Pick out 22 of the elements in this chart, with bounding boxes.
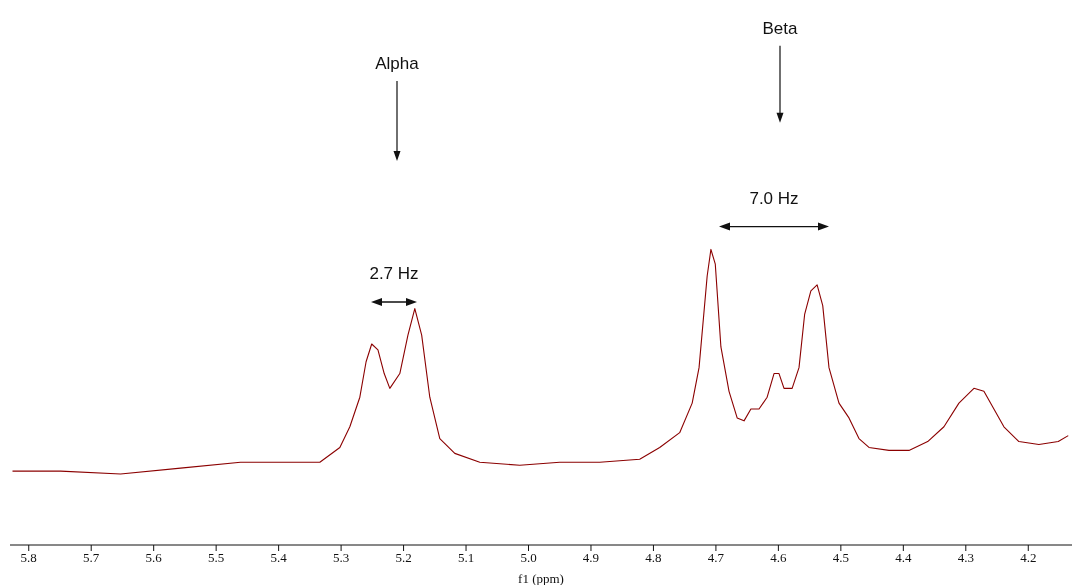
x-tick-label: 5.3 (332, 550, 350, 566)
x-tick-label: 5.5 (208, 550, 225, 566)
x-tick-label: 5.0 (520, 550, 537, 566)
x-tick-label: 4.2 (1020, 550, 1037, 566)
x-tick-label: 5.6 (145, 550, 163, 566)
x-tick-label: 4.4 (895, 550, 912, 566)
text: 7.0 Hz (749, 188, 799, 208)
x-tick-label: 5.2 (395, 550, 412, 566)
x-tick-label: 4.9 (582, 550, 600, 566)
x-tick-label: 4.7 (707, 550, 725, 566)
x-axis-title: f1 (ppm) (518, 571, 564, 585)
x-tick-label: 4.6 (770, 550, 788, 566)
annotation: 2.7 Hz (369, 263, 419, 283)
x-tick-label: 4.3 (957, 550, 974, 566)
text: Alpha (375, 54, 420, 74)
x-tick-label: 5.7 (83, 550, 100, 566)
x-tick-label: 5.1 (457, 550, 475, 566)
x-tick-label: 5.8 (20, 550, 37, 566)
text: Beta (762, 18, 799, 38)
x-tick-label: 5.4 (270, 550, 288, 566)
x-tick-label: 4.8 (645, 550, 662, 566)
x-tick-label: 4.5 (832, 550, 849, 566)
